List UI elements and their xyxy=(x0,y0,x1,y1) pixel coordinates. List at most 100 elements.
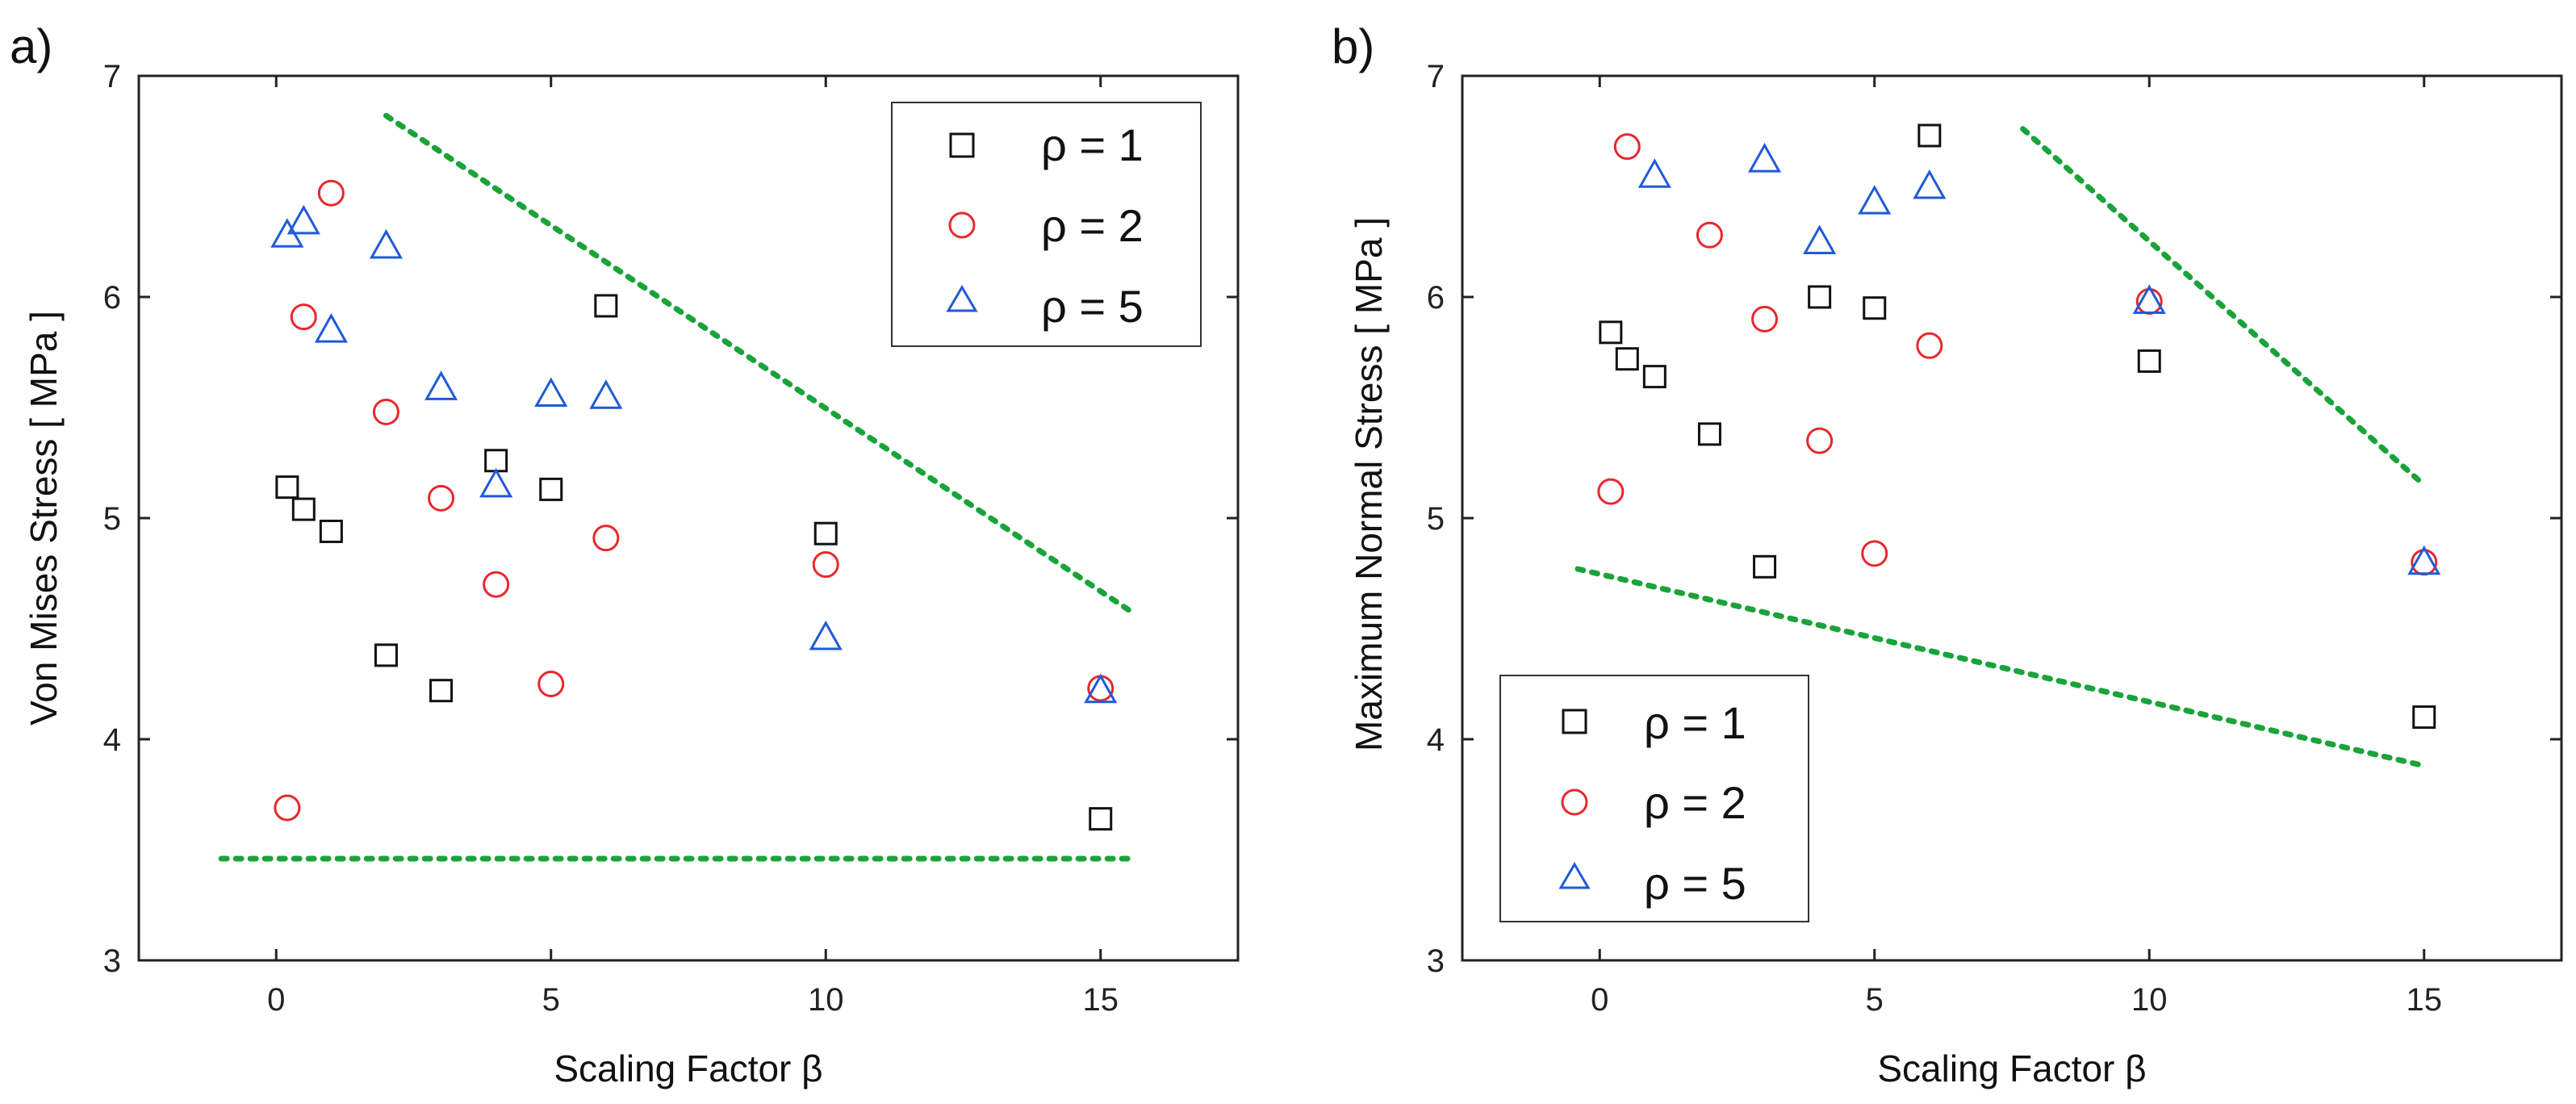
dotted-guide-line xyxy=(1574,566,2428,769)
data-point-triangle xyxy=(1637,158,1671,188)
y-tick-label: 5 xyxy=(1427,501,1445,537)
data-point-circle xyxy=(1696,221,1723,249)
data-point-square xyxy=(1808,285,1832,309)
x-tick-label: 15 xyxy=(1083,982,1119,1018)
panel-a-legend-triangle-marker xyxy=(946,285,978,312)
data-point-circle xyxy=(428,484,455,512)
data-point-square xyxy=(319,519,343,543)
y-tick-label: 7 xyxy=(103,59,121,94)
panel-a-y-axis-title: Von Mises Stress [ MPa ] xyxy=(23,311,65,726)
data-point-circle xyxy=(537,671,565,697)
data-point-square xyxy=(1697,422,1721,446)
data-point-square xyxy=(374,643,398,667)
panel-b-y-axis-title: Maximum Normal Stress [ MPa ] xyxy=(1348,217,1390,751)
data-point-circle xyxy=(274,794,301,822)
data-point-triangle xyxy=(1913,169,1947,199)
panel-a-legend-circle-marker xyxy=(948,211,976,239)
data-point-square xyxy=(1615,347,1639,371)
data-point-triangle xyxy=(1747,143,1782,173)
data-point-square xyxy=(1917,123,1942,148)
panel-a-legend: ρ = 1 ρ = 2 ρ = 5 xyxy=(891,102,1202,347)
x-tick-label: 10 xyxy=(808,982,844,1018)
data-point-square xyxy=(429,679,454,703)
panel-b-legend-circle-marker xyxy=(1561,788,1588,816)
panel-a-ticks: 0 5 10 15 3 4 5 6 7 xyxy=(103,59,1238,1018)
y-tick-label: 6 xyxy=(103,280,121,316)
x-tick-label: 0 xyxy=(267,982,285,1018)
data-point-circle xyxy=(1861,540,1888,567)
panel-a-label: a) xyxy=(10,19,52,73)
data-point-triangle xyxy=(534,377,568,408)
panel-b-data-points xyxy=(1597,123,2441,730)
data-point-circle xyxy=(1613,133,1641,161)
panel-b-guide-lines xyxy=(1574,126,2428,769)
panel-b-legend: ρ = 1 ρ = 2 ρ = 5 xyxy=(1499,675,1809,922)
data-point-circle xyxy=(592,525,620,552)
y-tick-label: 7 xyxy=(1427,59,1445,94)
data-point-circle xyxy=(317,179,345,207)
data-point-triangle xyxy=(589,379,623,409)
panel-b-legend-box xyxy=(1499,675,1809,922)
data-point-circle xyxy=(812,551,839,579)
data-point-square xyxy=(2412,705,2436,730)
panel-a-data-points xyxy=(270,179,1118,831)
data-point-triangle xyxy=(314,313,348,343)
panel-a-x-axis-title: Scaling Factor β xyxy=(554,1048,822,1089)
y-tick-label: 6 xyxy=(1427,280,1445,316)
y-tick-label: 3 xyxy=(103,943,121,979)
data-point-triangle xyxy=(2132,284,2166,314)
data-point-triangle xyxy=(1084,673,1118,704)
data-point-circle xyxy=(1751,305,1779,332)
data-point-circle xyxy=(1597,478,1625,505)
data-point-circle xyxy=(1916,332,1943,359)
panel-b-legend-label-2: ρ = 2 xyxy=(1644,777,1746,828)
data-point-triangle xyxy=(286,204,320,235)
data-point-square xyxy=(594,294,618,318)
panel-a: a) 0 5 10 15 3 4 5 6 7 Scaling Factor β Von Mise… xyxy=(10,19,1240,1089)
x-tick-label: 15 xyxy=(2407,982,2443,1018)
data-point-square xyxy=(1642,365,1666,389)
x-tick-label: 5 xyxy=(1866,982,1884,1018)
data-point-circle xyxy=(372,398,399,425)
y-tick-label: 4 xyxy=(1427,722,1445,758)
y-tick-label: 4 xyxy=(103,722,121,758)
data-point-triangle xyxy=(369,228,404,259)
panel-b-label: b) xyxy=(1332,19,1374,73)
panel-b: b) 0 5 10 15 3 4 5 6 7 Scaling Factor β Maximum … xyxy=(1332,19,2563,1089)
x-tick-label: 10 xyxy=(2131,982,2168,1018)
panel-b-legend-triangle-marker xyxy=(1558,862,1591,889)
data-point-triangle xyxy=(479,467,513,498)
data-point-circle xyxy=(290,303,317,331)
y-tick-label: 3 xyxy=(1427,943,1445,979)
data-point-square xyxy=(1089,807,1113,831)
data-point-triangle xyxy=(2407,545,2441,575)
panel-b-legend-square-marker xyxy=(1562,709,1587,734)
x-tick-label: 5 xyxy=(542,982,560,1018)
data-point-square xyxy=(275,475,299,500)
panel-b-x-axis-title: Scaling Factor β xyxy=(1877,1048,2146,1089)
data-point-triangle xyxy=(1803,224,1837,254)
panel-a-legend-label-1: ρ = 1 xyxy=(1041,119,1144,170)
panel-b-legend-label-3: ρ = 5 xyxy=(1644,858,1746,909)
panel-b-legend-label-1: ρ = 1 xyxy=(1644,697,1746,748)
dotted-guide-line xyxy=(383,112,1137,617)
data-point-triangle xyxy=(424,370,458,400)
data-point-square xyxy=(539,477,563,501)
data-point-circle xyxy=(483,571,510,598)
panel-a-guide-lines xyxy=(218,112,1137,862)
panel-a-legend-label-2: ρ = 2 xyxy=(1041,200,1144,251)
data-point-square xyxy=(813,521,838,546)
data-point-circle xyxy=(1087,675,1114,702)
data-point-square xyxy=(2137,349,2161,373)
panel-a-legend-square-marker xyxy=(949,132,975,158)
data-point-square xyxy=(1753,554,1777,579)
panel-a-legend-label-3: ρ = 5 xyxy=(1041,281,1144,332)
data-point-square xyxy=(291,497,316,521)
panel-b-ticks: 0 5 10 15 3 4 5 6 7 xyxy=(1427,59,2561,1018)
data-point-square xyxy=(1599,320,1623,345)
panel-a-legend-box xyxy=(891,102,1202,347)
data-point-triangle xyxy=(809,620,843,650)
dotted-guide-line xyxy=(2020,126,2428,488)
y-tick-label: 5 xyxy=(103,501,121,537)
